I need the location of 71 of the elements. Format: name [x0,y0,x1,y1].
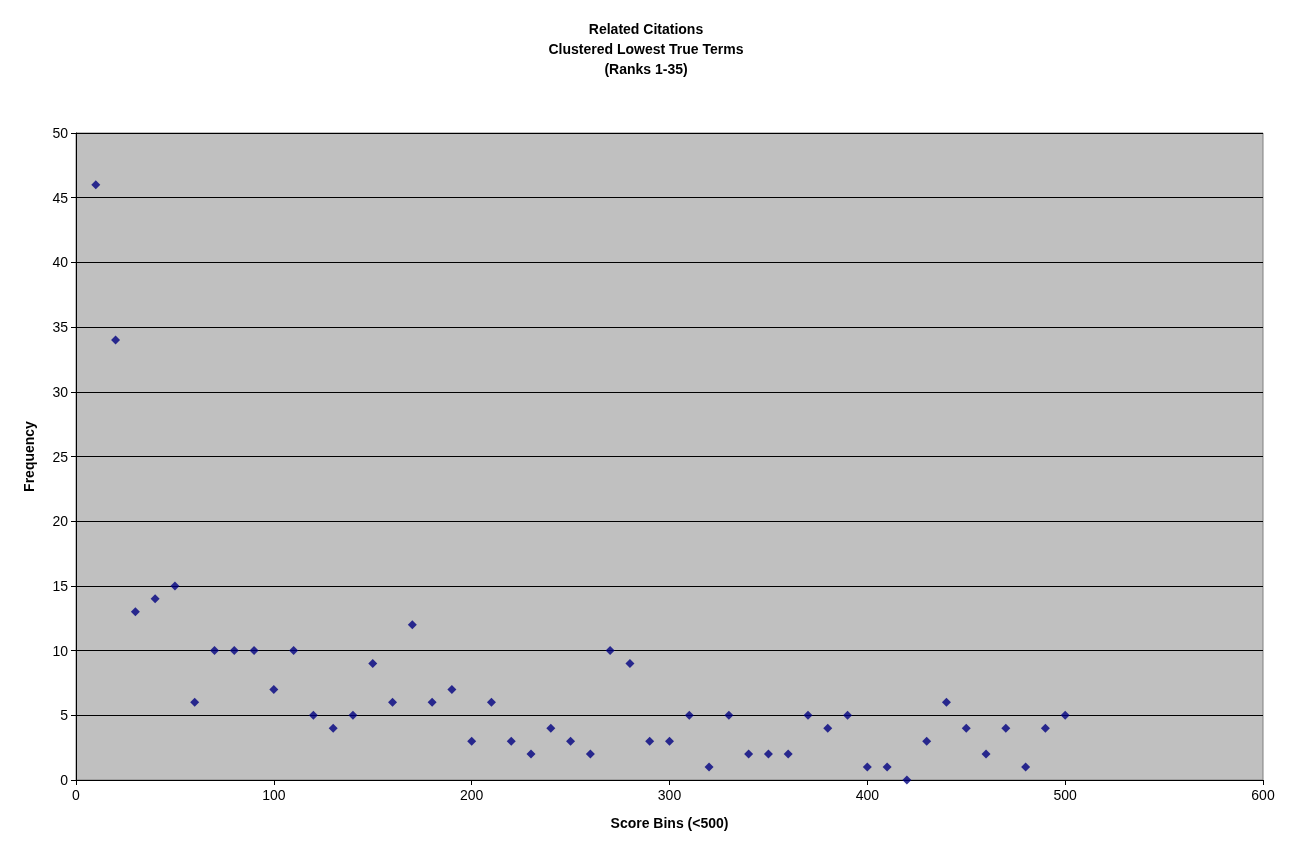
y-tick-label: 10 [52,642,69,659]
x-tick-label: 300 [657,787,682,803]
point [803,710,813,720]
point [526,749,536,759]
point [645,736,655,746]
point [862,762,872,772]
point [882,762,892,772]
y-tick-label: 15 [52,577,69,594]
y-tick-label: 45 [52,189,69,206]
x-axis-title: Score Bins (<500) [610,815,729,831]
point [902,775,912,785]
y-tick-label: 20 [52,513,69,530]
point [763,749,773,759]
point [130,607,140,617]
x-tick-label: 400 [855,787,880,803]
point [1001,723,1011,733]
y-tick-label: 40 [52,254,69,271]
point [704,762,714,772]
point [447,684,457,694]
point [625,659,635,669]
point [269,684,279,694]
point [190,697,200,707]
point [981,749,991,759]
point [605,646,615,656]
point [486,697,496,707]
point [1060,710,1070,720]
point [546,723,556,733]
x-tick-label: 100 [262,787,286,803]
y-tick-label: 50 [52,125,69,141]
point [111,335,121,345]
point [941,697,951,707]
point [249,646,259,656]
point [843,710,853,720]
point [348,710,358,720]
point [229,646,239,656]
point [427,697,437,707]
point [308,710,318,720]
point [922,736,932,746]
x-tick-label: 500 [1053,787,1078,803]
point [961,723,971,733]
x-tick-label: 600 [1251,787,1275,803]
point [783,749,793,759]
point [91,180,101,190]
y-axis-title: Frequency [21,420,37,492]
point [150,594,160,604]
point [665,736,674,746]
chart-title: Related Citations Clustered Lowest True Terms (Ranks 1-35) [548,21,744,77]
point [209,646,219,656]
y-tick-label: 35 [52,319,69,336]
point [170,581,180,591]
point [289,646,299,656]
point [566,736,576,746]
point [585,749,595,759]
point [684,710,694,720]
point [1040,723,1050,733]
x-tick-label: 0 [72,787,81,803]
y-tick-label: 25 [52,448,69,465]
point [368,659,378,669]
point [407,620,417,630]
point [388,697,398,707]
point [823,723,833,733]
point [506,736,516,746]
point [1021,762,1031,772]
point [724,710,734,720]
point [744,749,754,759]
x-tick-label: 200 [459,787,484,803]
y-tick-label: 0 [60,772,69,788]
y-tick-label: 30 [52,383,69,400]
point [328,723,338,733]
y-tick-label: 5 [60,707,69,724]
point [467,736,477,746]
